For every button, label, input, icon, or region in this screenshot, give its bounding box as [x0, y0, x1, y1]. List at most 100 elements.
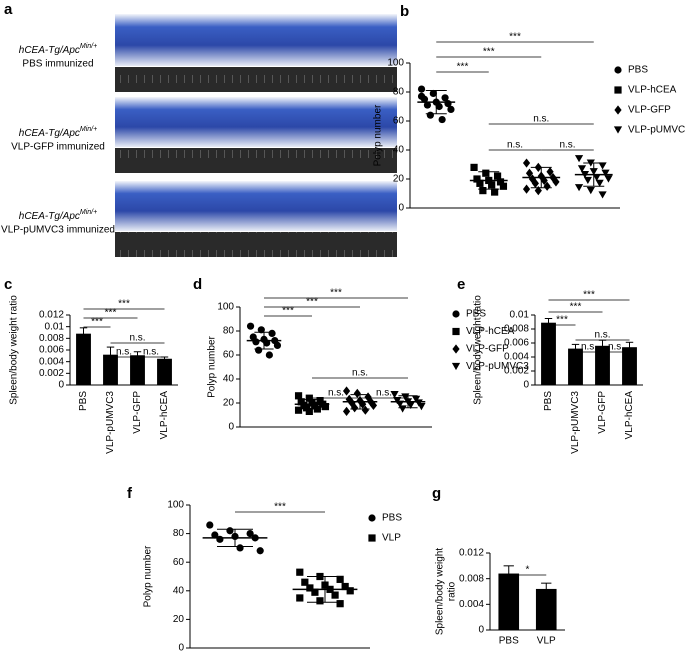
y-tick-label: 0.012 [39, 310, 64, 321]
legend-label: PBS [382, 513, 402, 524]
data-point [534, 186, 542, 196]
y-tick-label: 0.004 [504, 352, 529, 363]
data-point [351, 403, 359, 413]
data-point [417, 85, 426, 93]
data-point [306, 584, 314, 592]
y-tick-label: 0.006 [504, 338, 529, 349]
y-tick-label: 0.002 [39, 368, 64, 379]
y-axis-label: Polyp number [207, 335, 218, 397]
data-point [592, 173, 601, 182]
data-point [345, 394, 353, 404]
caption-genotype: hCEA-Tg/Apc [19, 211, 80, 222]
bar [157, 358, 172, 385]
bar [103, 354, 118, 385]
bar [622, 347, 637, 385]
data-point [429, 89, 437, 98]
data-point [273, 341, 282, 349]
data-point [604, 175, 613, 183]
significance-label: *** [118, 299, 130, 310]
x-tick-label: VLP-hCEA [624, 391, 635, 440]
data-point [342, 406, 351, 416]
legend-marker [613, 126, 623, 134]
data-point [206, 521, 214, 529]
caption-genotype: hCEA-Tg/Apc [19, 45, 80, 56]
significance-label: *** [483, 47, 495, 58]
caption-superscript: Min/+ [80, 209, 97, 216]
data-point [491, 188, 499, 196]
y-tick-label: 0 [523, 380, 529, 391]
data-point [482, 169, 490, 177]
data-point [586, 187, 595, 195]
data-point [488, 181, 496, 189]
data-point [499, 182, 508, 190]
y-axis-label: Spleen/body weight ratio [473, 295, 484, 405]
y-tick-label: 100 [167, 500, 184, 511]
data-point [438, 115, 446, 124]
legend-marker [368, 514, 376, 522]
panel-label: f [127, 485, 133, 502]
data-point [543, 181, 551, 191]
tissue-image [115, 97, 397, 147]
data-point [546, 167, 554, 177]
legend-marker [614, 66, 622, 74]
data-point [476, 179, 484, 187]
bar [498, 573, 520, 630]
y-tick-label: 0.004 [459, 599, 484, 610]
x-tick-label: VLP-pUMVC3 [570, 391, 581, 454]
tissue-image [115, 14, 397, 66]
panel-label: c [4, 276, 12, 293]
y-tick-label: 0.01 [510, 310, 530, 321]
y-tick-label: 60 [173, 557, 185, 568]
data-point [336, 575, 344, 583]
legend-label: VLP-hCEA [466, 326, 515, 337]
x-tick-label: VLP-GFP [132, 391, 143, 434]
legend-label: PBS [628, 65, 648, 76]
significance-label: n.s. [129, 333, 145, 344]
data-point [255, 346, 263, 354]
caption-treatment: PBS immunized [22, 59, 93, 70]
data-point [301, 578, 309, 586]
data-point [305, 407, 313, 415]
data-point [257, 326, 265, 334]
significance-label: *** [306, 297, 318, 308]
tissue-image [115, 181, 397, 231]
y-tick-label: 0 [228, 422, 234, 433]
caption: hCEA-Tg/ApcMin/+ [19, 43, 97, 56]
bar [76, 333, 91, 385]
data-point [246, 322, 255, 330]
data-point [265, 351, 273, 359]
ruler [115, 148, 397, 173]
y-tick-label: 40 [173, 585, 185, 596]
y-tick-label: 0.004 [39, 356, 64, 367]
y-tick-label: 0 [398, 203, 404, 214]
data-point [359, 399, 367, 409]
legend-marker [452, 327, 460, 336]
data-point [361, 405, 369, 415]
significance-label: n.s. [143, 347, 159, 358]
data-point [311, 588, 319, 596]
data-point [435, 102, 443, 111]
captions: hCEA-Tg/ApcMin/+PBS immunizedhCEA-Tg/Apc… [1, 43, 115, 236]
data-point [364, 392, 372, 402]
significance-label: n.s. [507, 140, 523, 151]
data-point [473, 175, 481, 183]
x-tick-label: PBS [499, 636, 519, 647]
y-tick-label: 0.006 [39, 345, 64, 356]
significance-label: n.s. [376, 388, 392, 399]
significance-label: * [526, 565, 530, 576]
data-point [423, 101, 432, 109]
panel-label: d [193, 276, 202, 293]
data-point [294, 406, 303, 414]
significance-label: n.s. [533, 114, 549, 125]
significance-label: n.s. [594, 330, 610, 341]
bar [535, 588, 557, 630]
data-point [441, 94, 449, 102]
data-point [336, 600, 344, 608]
significance-label: *** [91, 317, 103, 328]
y-tick-label: 20 [393, 174, 405, 185]
caption-treatment: VLP-pUMVC3 immunized [1, 225, 115, 236]
data-point [496, 178, 505, 186]
data-point [574, 184, 584, 192]
y-axis-label: Polyp number [373, 104, 384, 166]
